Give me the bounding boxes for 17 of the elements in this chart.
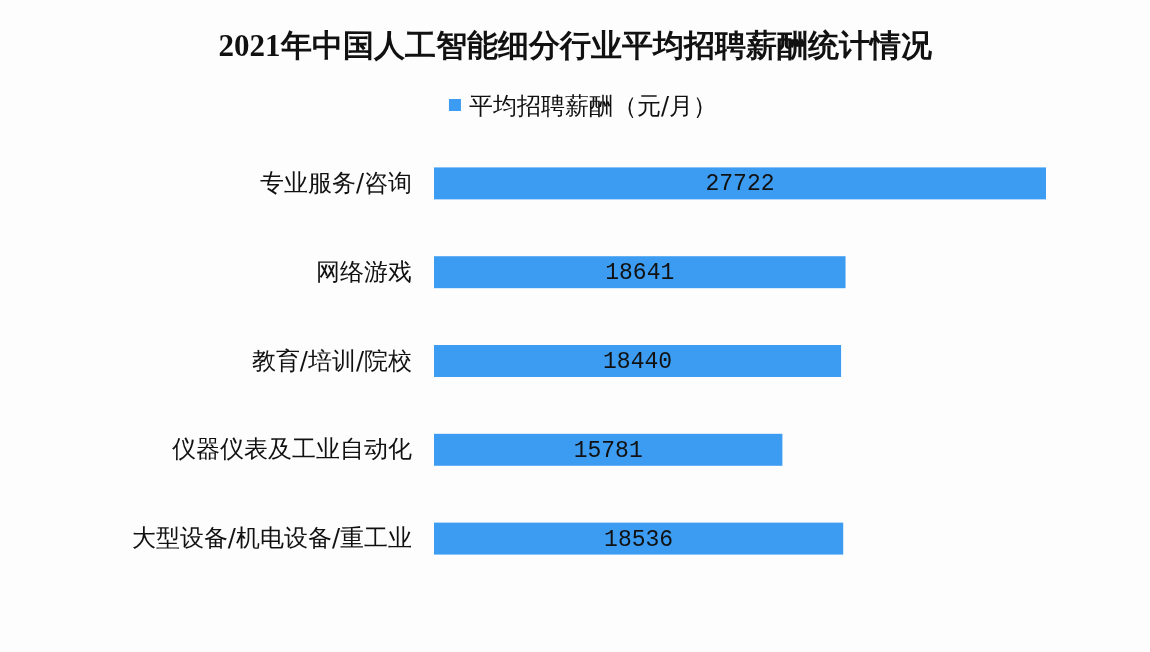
y-tick-label: 网络游戏 (316, 257, 412, 286)
bar (434, 433, 783, 466)
bar (434, 345, 842, 377)
legend-label: 平均招聘薪酬（元/月） (468, 92, 718, 120)
bar (434, 522, 844, 555)
data-label: 15781 (573, 437, 643, 464)
y-tick-label: 大型设备/机电设备/重工业 (131, 524, 412, 553)
data-label: 18440 (603, 349, 673, 375)
bar (434, 167, 1046, 200)
chart-title: 2021年中国人工智能细分行业平均招聘薪酬统计情况 (218, 28, 933, 63)
y-tick-label: 仪器仪表及工业自动化 (172, 435, 412, 464)
y-tick-label: 教育/培训/院校 (251, 346, 412, 375)
y-tick-label: 专业服务/咨询 (259, 169, 412, 198)
data-label: 18536 (604, 526, 674, 553)
data-label: 27722 (705, 171, 775, 198)
bar (434, 256, 846, 289)
data-label: 18641 (605, 260, 675, 287)
